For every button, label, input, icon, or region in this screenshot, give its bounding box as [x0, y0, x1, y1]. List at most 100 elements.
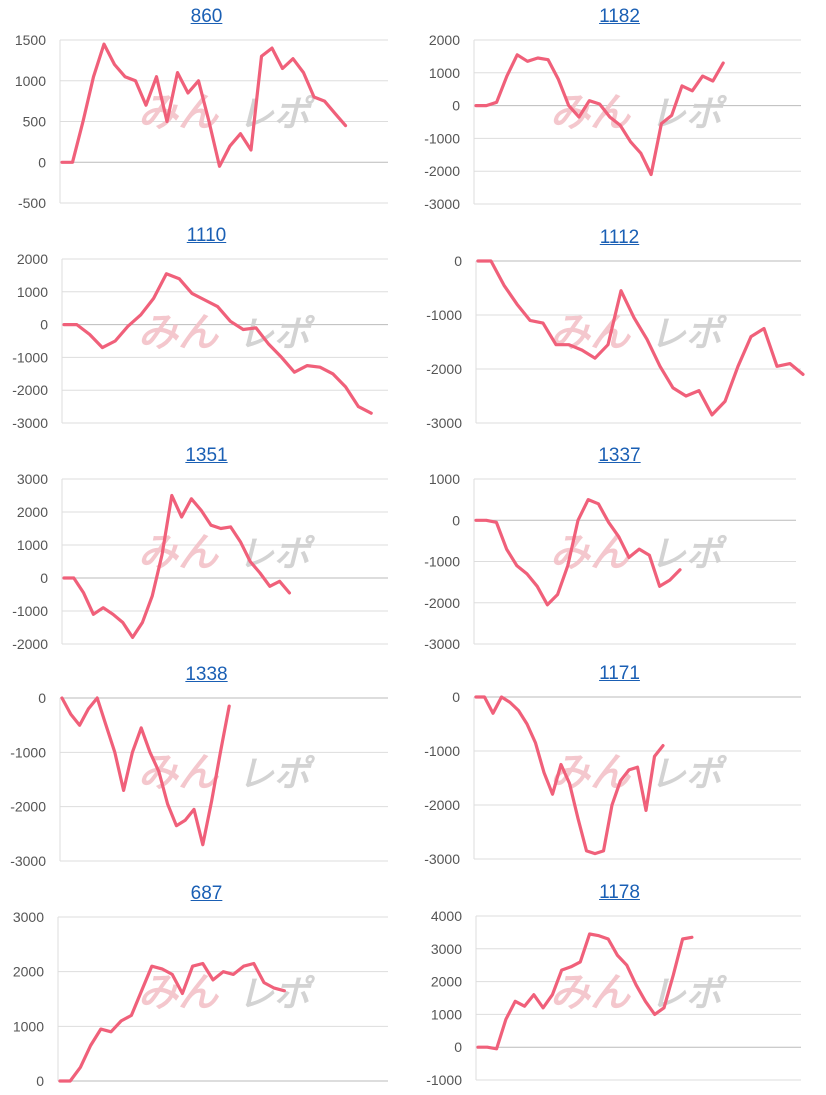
series-line — [474, 695, 665, 856]
watermark-logo: レポ — [238, 754, 316, 795]
y-tick-label: 3000 — [17, 471, 48, 487]
series-line — [474, 53, 725, 177]
watermark-logo: みん — [550, 90, 632, 136]
y-tick-label: 2000 — [431, 974, 462, 990]
y-tick-label: -3000 — [12, 415, 48, 431]
y-tick-label: 1000 — [429, 65, 460, 81]
y-tick-label: -3000 — [426, 415, 462, 431]
y-tick-label: -3000 — [424, 636, 460, 652]
y-tick-label: -1000 — [426, 1072, 462, 1088]
y-tick-label: -1000 — [426, 307, 462, 323]
y-tick-label: -1000 — [424, 743, 460, 759]
chart-title-link[interactable]: 1112 — [599, 227, 640, 248]
series-line — [60, 42, 348, 168]
chart-panel: 1112 0 -1000 -2000 -3000 みん レポ — [413, 220, 826, 435]
y-tick-label: 3000 — [431, 941, 462, 957]
series-line — [474, 498, 682, 607]
series-line — [60, 696, 231, 847]
chart-title-link[interactable]: 1171 — [599, 663, 640, 684]
series-line — [476, 259, 805, 417]
y-tick-label: 0 — [38, 690, 46, 706]
y-tick-label: -1000 — [424, 130, 460, 146]
y-tick-label: 0 — [452, 512, 460, 528]
y-tick-label: -1000 — [12, 349, 48, 365]
series-line — [62, 493, 291, 640]
y-tick-label: -3000 — [424, 196, 460, 212]
y-tick-label: -2000 — [12, 636, 48, 652]
series-line — [58, 961, 286, 1083]
y-tick-label: 0 — [452, 98, 460, 114]
y-tick-label: 2000 — [17, 504, 48, 520]
y-tick-label: -1000 — [424, 554, 460, 570]
y-tick-label: 2000 — [13, 964, 44, 980]
y-tick-label: 3000 — [13, 909, 44, 925]
watermark-logo: レポ — [650, 314, 728, 355]
y-tick-label: 1000 — [429, 471, 460, 487]
watermark-logo: みん — [138, 530, 220, 576]
chart-panel: 687 3000 2000 1000 0 みん レポ — [0, 878, 413, 1093]
chart-title-link[interactable]: 1182 — [599, 6, 640, 27]
chart-panel: 860 1500 1000 500 0 -500 みん レポ — [0, 0, 413, 215]
watermark-logo: みん — [550, 310, 632, 356]
watermark-logo: レポ — [238, 314, 316, 355]
chart-title-link[interactable]: 1178 — [599, 882, 640, 903]
watermark-logo: レポ — [650, 534, 728, 575]
chart-panel: 1351 3000 2000 1000 0 -1000 -2000 みん レポ — [0, 438, 413, 653]
watermark-logo: みん — [138, 310, 220, 356]
y-tick-label: 0 — [452, 689, 460, 705]
y-tick-label: -3000 — [424, 851, 460, 867]
watermark-logo: レポ — [650, 754, 728, 795]
y-tick-label: 1000 — [17, 537, 48, 553]
chart-title-link[interactable]: 687 — [190, 883, 223, 904]
series-line — [476, 932, 694, 1051]
y-tick-label: 2000 — [429, 32, 460, 48]
chart-panel: 1110 2000 1000 0 -1000 -2000 -3000 みん レポ — [0, 220, 413, 435]
watermark-logo: みん — [550, 970, 632, 1016]
watermark-logo: レポ — [238, 974, 316, 1015]
y-tick-label: -2000 — [424, 595, 460, 611]
y-tick-label: 4000 — [431, 908, 462, 924]
y-tick-label: 0 — [36, 1073, 44, 1089]
chart-title-link[interactable]: 1338 — [185, 664, 228, 685]
watermark-logo: レポ — [650, 94, 728, 135]
y-tick-label: 1000 — [431, 1006, 462, 1022]
y-tick-label: 0 — [40, 317, 48, 333]
y-tick-label: 500 — [23, 114, 47, 130]
chart-panel: 1338 0 -1000 -2000 -3000 みん レポ — [0, 658, 413, 873]
chart-panel: 1337 1000 0 -1000 -2000 -3000 みん レポ — [413, 438, 826, 653]
y-tick-label: 1000 — [15, 73, 46, 89]
y-tick-label: 2000 — [17, 251, 48, 267]
chart-panel: 1171 0 -1000 -2000 -3000 みん レポ — [413, 658, 826, 873]
watermark-logo: みん — [138, 970, 220, 1016]
y-tick-label: 0 — [38, 154, 46, 170]
y-tick-label: -2000 — [424, 163, 460, 179]
watermark-logo: レポ — [238, 534, 316, 575]
y-tick-label: 1500 — [15, 32, 46, 48]
chart-title-link[interactable]: 1337 — [598, 445, 641, 466]
y-tick-label: -2000 — [10, 799, 46, 815]
y-tick-label: -3000 — [10, 853, 46, 869]
chart-title-link[interactable]: 860 — [190, 6, 223, 27]
y-tick-label: -2000 — [12, 382, 48, 398]
y-tick-label: 1000 — [13, 1018, 44, 1034]
y-tick-label: -2000 — [424, 797, 460, 813]
chart-panel: 1182 2000 1000 0 -1000 -2000 -3000 みん レポ — [413, 0, 826, 215]
chart-title-link[interactable]: 1110 — [186, 225, 227, 246]
y-tick-label: -2000 — [426, 361, 462, 377]
y-tick-label: 0 — [454, 1039, 462, 1055]
y-tick-label: -1000 — [10, 744, 46, 760]
y-tick-label: -1000 — [12, 603, 48, 619]
y-tick-label: 0 — [40, 570, 48, 586]
y-tick-label: 1000 — [17, 284, 48, 300]
chart-title-link[interactable]: 1351 — [185, 445, 228, 466]
